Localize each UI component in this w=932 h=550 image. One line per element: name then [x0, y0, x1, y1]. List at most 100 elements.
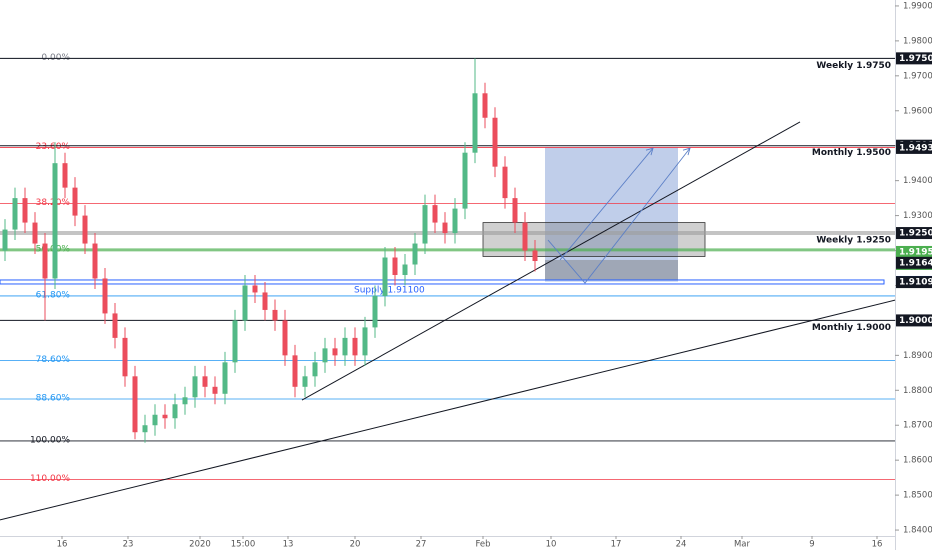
candle-body [372, 295, 378, 328]
candle-body [42, 243, 48, 279]
level-label: Weekly 1.9250 [816, 236, 891, 246]
trendline [301, 121, 801, 401]
candle-body [52, 163, 58, 279]
x-tick-label: 17 [611, 540, 622, 550]
candle-body [522, 222, 528, 251]
candle-body [502, 166, 508, 199]
x-tick-label: 10 [546, 540, 557, 550]
candle-body [362, 327, 368, 356]
x-tick-label: 9 [809, 540, 814, 550]
x-tick-label: 15:00 [231, 540, 256, 550]
zone-box [482, 222, 706, 257]
candle-body [332, 348, 338, 356]
supply-line [0, 279, 885, 285]
candle-body [152, 414, 158, 426]
price-label: 1.92500 [899, 229, 932, 239]
zone-box [545, 259, 678, 281]
candle-body [402, 264, 408, 275]
y-tick-label: 1.97000 [903, 71, 932, 81]
y-tick-label: 1.93000 [903, 211, 932, 221]
candle-body [352, 337, 358, 356]
candle-body [162, 414, 168, 419]
y-tick-label: 1.88000 [903, 386, 932, 396]
price-label-bg [896, 314, 932, 327]
fib-label: 23.60% [36, 142, 71, 152]
supply-label: Supply 1.91100 [354, 285, 425, 295]
candle-body [122, 337, 128, 377]
x-tick-label: 24 [676, 540, 687, 550]
candle-body [92, 243, 98, 279]
level-label: Monthly 1.9500 [812, 148, 891, 158]
price-label: 1.94937 [899, 143, 932, 153]
candle-body [322, 348, 328, 363]
candle-body [32, 222, 38, 244]
y-tick-label: 1.89000 [903, 351, 932, 361]
x-tick-label: 23 [123, 540, 134, 550]
fib-label: 100.00% [30, 435, 70, 445]
candle-body [282, 320, 288, 356]
y-tick-label: 1.99000 [903, 1, 932, 11]
candle-body [532, 250, 538, 262]
price-label-bg [896, 276, 932, 289]
candle-body [262, 292, 268, 310]
candle-body [472, 93, 478, 153]
level-label: Weekly 1.9750 [816, 61, 891, 71]
price-label: 1.90000 [899, 316, 932, 326]
x-tick-label: 2020 [189, 540, 211, 550]
candle-body [482, 93, 488, 118]
candle-body [432, 205, 438, 223]
y-tick-label: 1.98000 [903, 36, 932, 46]
candle-body [492, 117, 498, 167]
candle-body [462, 152, 468, 209]
price-label-bg [896, 245, 932, 258]
candle-body [452, 208, 458, 234]
x-tick-label: Mar [734, 540, 751, 550]
candle-body [232, 320, 238, 363]
x-tick-label: 27 [416, 540, 427, 550]
candle-body [272, 309, 278, 321]
x-tick-label: 16 [57, 540, 68, 550]
price-label: 1.91097 [899, 278, 932, 288]
candle-body [112, 313, 118, 338]
arrow-head [682, 147, 691, 156]
candle-body [342, 337, 348, 356]
y-tick-label: 1.85000 [903, 491, 932, 501]
candle-body [312, 362, 318, 377]
candle-body [242, 285, 248, 321]
price-label: 1.97500 [899, 54, 932, 64]
candle-body [212, 386, 218, 394]
price-label-bg [896, 256, 932, 269]
price-label: 1.91648 [899, 258, 932, 268]
candle-body [302, 376, 308, 387]
arrow-head [645, 147, 654, 156]
candle-body [12, 198, 18, 230]
candle-body [22, 198, 28, 223]
candle-body [172, 404, 178, 419]
price-label-bg [896, 227, 932, 240]
candle-body [62, 163, 68, 188]
fib-label: 78.60% [36, 355, 71, 365]
candle-body [132, 376, 138, 433]
candle-body [72, 187, 78, 216]
price-label-bg [896, 52, 932, 65]
candle-body [222, 362, 228, 394]
level-label: Monthly 1.9000 [812, 323, 891, 333]
y-tick-label: 1.84000 [903, 526, 932, 536]
trendline [0, 299, 896, 521]
candle-body [392, 257, 398, 275]
fib-label: 88.60% [36, 394, 71, 404]
candle-body [182, 397, 188, 405]
candle-body [82, 215, 88, 244]
projection-arrow [547, 147, 691, 284]
candle-body [102, 278, 108, 314]
y-tick-label: 1.86000 [903, 456, 932, 466]
projection-arrow [559, 147, 654, 261]
y-tick-label: 1.96000 [903, 106, 932, 116]
candle-body [2, 229, 8, 251]
candle-body [412, 243, 418, 265]
candle-body [292, 355, 298, 387]
candle-body [422, 205, 428, 244]
y-tick-label: 1.94000 [903, 176, 932, 186]
